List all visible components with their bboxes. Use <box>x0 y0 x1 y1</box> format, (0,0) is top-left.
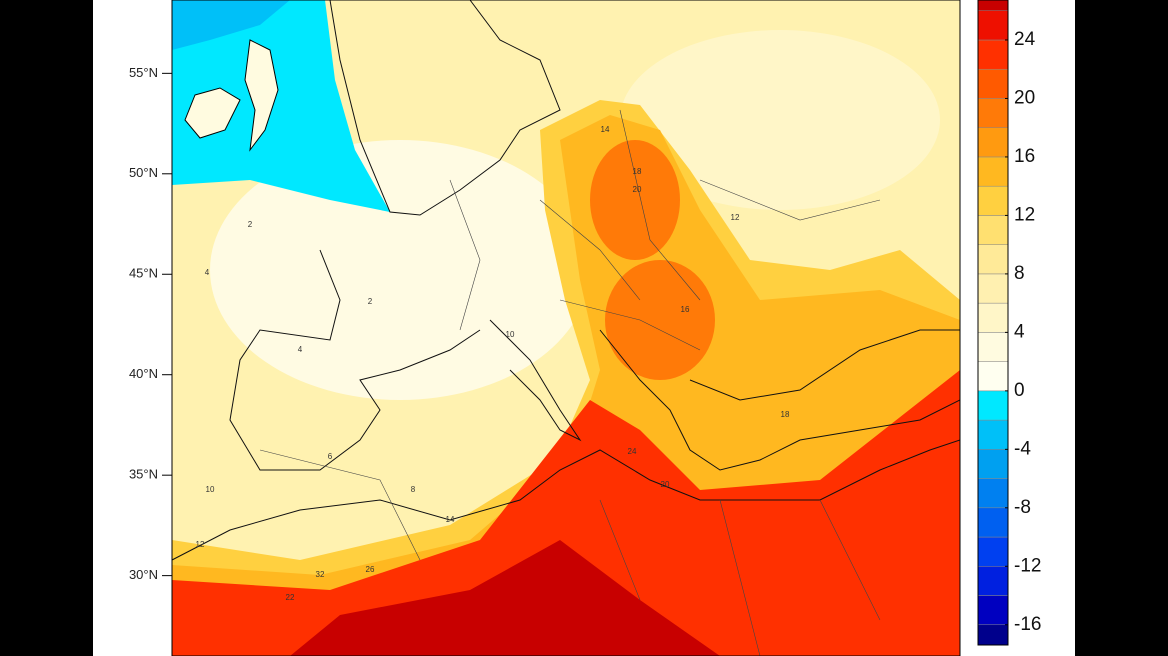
colorbar-band <box>977 390 1009 421</box>
colorbar-band <box>977 215 1009 245</box>
coastline <box>229 249 481 471</box>
island <box>244 39 279 152</box>
contour-label: 6 <box>328 452 333 461</box>
map-frame <box>171 0 961 656</box>
contour-label: 2 <box>368 297 373 306</box>
colorbar-band <box>977 507 1009 538</box>
contour-label: 2 <box>248 220 253 229</box>
hot-core <box>605 260 715 380</box>
colorbar-label: 4 <box>1014 321 1025 342</box>
contour-label: 22 <box>286 593 295 602</box>
contour-label: 32 <box>316 570 325 579</box>
colorbar-label: -16 <box>1014 614 1041 635</box>
lat-label: 55°N <box>129 65 158 80</box>
colorbar-band <box>977 68 1009 99</box>
colorbar-frame <box>977 0 1009 646</box>
lat-label: 30°N <box>129 567 158 582</box>
contour-label: 8 <box>411 485 416 494</box>
contour-label: 4 <box>298 345 303 354</box>
colorbar-band <box>977 98 1009 128</box>
lat-label: 40°N <box>129 366 158 381</box>
colorbar-band <box>977 624 1009 646</box>
colorbar-label: 16 <box>1014 146 1035 167</box>
colorbar-label: 0 <box>1014 380 1025 401</box>
colorbar-band <box>977 595 1009 626</box>
latitude-axis: 55°N 50°N 45°N 40°N 35°N 30°N <box>129 65 172 582</box>
contour-label: 24 <box>628 447 637 456</box>
colorbar-band <box>977 39 1009 70</box>
contour-label: 16 <box>681 305 690 314</box>
colorbar: 24 20 16 12 8 4 0 -4 -8 -12 -16 <box>977 0 1041 646</box>
colorbar-label: 20 <box>1014 87 1035 108</box>
right-border <box>1075 0 1168 656</box>
colorbar-label: 12 <box>1014 204 1035 225</box>
contour-label: 10 <box>206 485 215 494</box>
colorbar-label: -12 <box>1014 555 1041 576</box>
colorbar-band <box>977 244 1009 275</box>
colorbar-band <box>977 127 1009 158</box>
contour-label: 12 <box>196 540 205 549</box>
colorbar-band <box>977 185 1009 216</box>
contour-label: 10 <box>506 330 515 339</box>
map-area <box>172 0 960 656</box>
colorbar-band <box>977 302 1009 333</box>
low-anomaly-region <box>210 140 590 400</box>
colorbar-band <box>977 332 1009 362</box>
colorbar-band <box>977 566 1009 596</box>
borders <box>259 109 881 656</box>
contour-label: 14 <box>601 125 610 134</box>
colorbar-band <box>977 536 1009 567</box>
colorbar-band <box>977 0 1009 11</box>
contour-label: 4 <box>205 268 210 277</box>
lat-label: 50°N <box>129 165 158 180</box>
colorbar-label: 24 <box>1014 29 1036 50</box>
coastline <box>329 0 561 216</box>
island <box>184 87 241 139</box>
coastline <box>172 439 960 561</box>
hot-region <box>172 370 960 656</box>
colorbar-band <box>977 478 1009 509</box>
coastline <box>599 329 960 471</box>
lat-label: 35°N <box>129 467 158 482</box>
contour-label: 20 <box>633 185 642 194</box>
contour-label: 18 <box>781 410 790 419</box>
colorbar-band <box>977 361 1009 392</box>
contour-label: 12 <box>731 213 740 222</box>
left-border <box>0 0 93 656</box>
colorbar-band <box>977 156 1009 187</box>
hottest-region <box>290 540 720 656</box>
hot-core <box>590 140 680 260</box>
contour-label: 26 <box>366 565 375 574</box>
region <box>620 30 940 210</box>
colorbar-label: 8 <box>1014 263 1025 284</box>
coastline <box>489 319 582 442</box>
cold-sea-region <box>172 0 290 50</box>
colorbar-band <box>977 449 1009 479</box>
lat-label: 45°N <box>129 266 158 281</box>
colorbar-band <box>977 10 1009 41</box>
contour-label: 18 <box>633 167 642 176</box>
colorbar-label: -8 <box>1014 497 1031 518</box>
coastline <box>689 329 960 401</box>
coastlines <box>172 0 960 561</box>
colorbar-label: -4 <box>1014 438 1031 459</box>
contour-label: 14 <box>446 515 455 524</box>
contour-label: 20 <box>661 480 670 489</box>
colorbar-band <box>977 419 1009 450</box>
colorbar-band <box>977 273 1009 304</box>
cold-sea-region <box>172 0 390 212</box>
